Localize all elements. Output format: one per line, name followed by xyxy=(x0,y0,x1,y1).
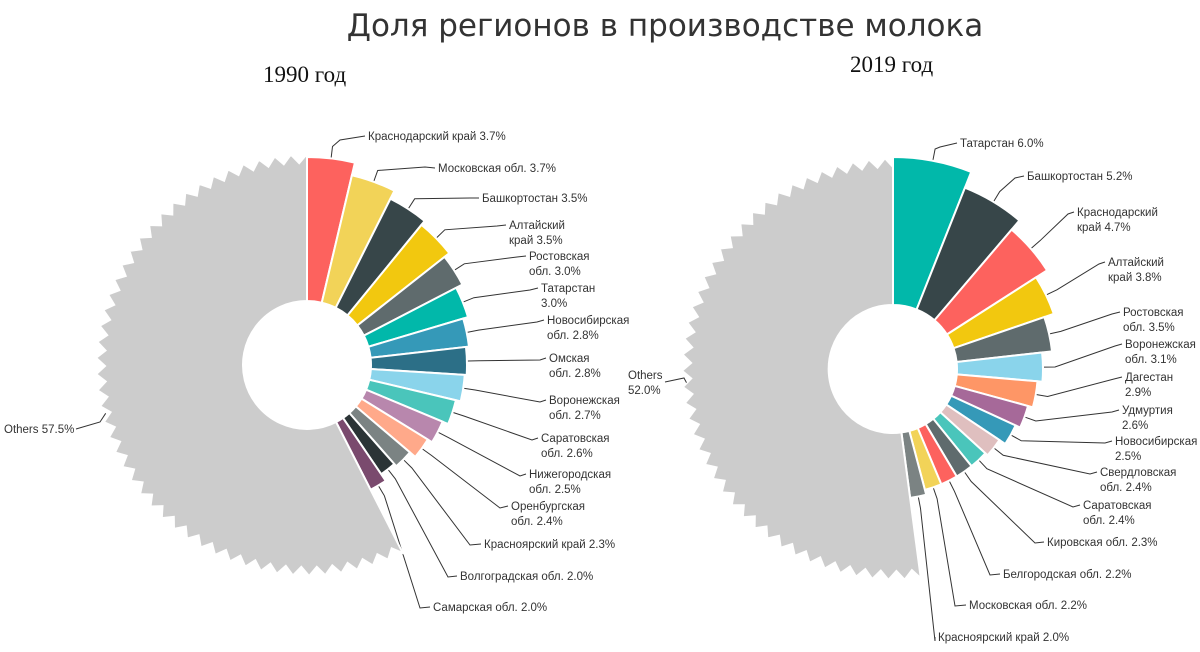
data-label-others: Others 57.5% xyxy=(4,424,74,436)
leader-line-others xyxy=(75,413,107,430)
leader-line-новосибирская-обл xyxy=(467,319,545,333)
leader-line-волгоградская-обл xyxy=(388,469,458,578)
data-label-краснодарский-край: Краснодарский край 4.7% xyxy=(1077,207,1158,234)
leader-line-татарстан xyxy=(463,287,539,303)
data-label-удмуртия: Удмуртия 2.6% xyxy=(1122,405,1173,432)
leader-line-саратовская-обл xyxy=(453,412,539,441)
leader-line-алтайский-край xyxy=(1046,261,1106,296)
data-label-оренбургская-обл: Оренбургская обл. 2.4% xyxy=(511,501,585,528)
data-label-воронежская-обл: Воронежская обл. 3.1% xyxy=(1125,339,1196,366)
data-label-кировская-обл: Кировская обл. 2.3% xyxy=(1047,537,1158,549)
pie-slice-башкортостан[interactable] xyxy=(915,186,1021,322)
leader-line-свердловская-обл xyxy=(994,448,1098,475)
data-label-татарстан: Татарстан 3.0% xyxy=(541,283,595,310)
data-label-московская-обл: Московская обл. 3.7% xyxy=(438,163,556,175)
pie-chart-2019: Татарстан 6.0% Башкортостан 5.2% Краснодар… xyxy=(628,138,1197,644)
leader-line-башкортостан xyxy=(408,197,479,209)
data-label-алтайский-край: Алтайский край 3.8% xyxy=(1108,257,1164,284)
leader-line-московская-обл xyxy=(933,488,967,607)
leader-line-московская-обл xyxy=(373,166,436,181)
leader-line-белгородская-обл xyxy=(949,481,1001,576)
leader-line-нижегородская-обл xyxy=(438,432,527,477)
leader-line-новосибирская xyxy=(1011,434,1113,444)
data-label-нижегородская-обл: Нижегородская обл. 2.5% xyxy=(529,469,611,496)
chart-title-1990: 1990 год xyxy=(263,62,347,87)
data-label-свердловская-обл: Свердловская обл. 2.4% xyxy=(1100,467,1176,494)
leader-line-оренбургская-обл xyxy=(422,448,509,509)
data-label-краснодарский-край: Краснодарский край 3.7% xyxy=(368,131,506,143)
leader-line-удмуртия xyxy=(1025,409,1120,422)
chart-title-2019: 2019 год xyxy=(850,52,934,77)
leader-line-краснодарский-край xyxy=(1031,211,1075,249)
pie-slice-others[interactable] xyxy=(680,156,923,582)
page-title: Доля регионов в производстве молока xyxy=(346,8,984,44)
data-label-московская-обл: Московская обл. 2.2% xyxy=(969,600,1087,612)
leader-line-ростовская-обл xyxy=(1049,311,1121,335)
data-label-омская-обл: Омская обл. 2.8% xyxy=(549,353,601,380)
data-label-башкортостан: Башкортостан 3.5% xyxy=(482,193,587,205)
leader-line-ростовская-обл xyxy=(454,255,527,271)
leader-line-башкортостан xyxy=(993,175,1025,202)
data-label-самарская-обл: Самарская обл. 2.0% xyxy=(433,602,547,614)
data-label-башкортостан: Башкортостан 5.2% xyxy=(1027,171,1132,183)
data-label-ростовская-обл: Ростовская обл. 3.5% xyxy=(1123,307,1183,334)
leader-line-саратовская-обл xyxy=(979,460,1081,508)
pie-slice-татарстан[interactable] xyxy=(892,155,973,311)
leader-line-воронежская-обл xyxy=(464,387,547,403)
leader-line-others xyxy=(664,377,687,383)
pie-chart-1990: Краснодарский край 3.7% Московская обл. 3… xyxy=(4,131,629,614)
data-label-новосибирская-обл: Новосибирская обл. 2.8% xyxy=(547,315,629,342)
data-label-татарстан: Татарстан 6.0% xyxy=(960,138,1044,150)
data-label-красноярский-край: Красноярский край 2.0% xyxy=(938,632,1069,644)
data-label-новосибирская: Новосибирская 2.5% xyxy=(1115,436,1197,463)
leader-line-красноярский-край xyxy=(403,459,482,546)
pie-slice-others[interactable] xyxy=(94,151,405,578)
leader-line-кировская-обл xyxy=(964,472,1045,544)
leader-line-омская-обл xyxy=(467,357,547,362)
data-label-воронежская-обл: Воронежская обл. 2.7% xyxy=(549,395,620,422)
data-label-ростовская-обл: Ростовская обл. 3.0% xyxy=(529,251,589,278)
data-label-алтайский-край: Алтайский край 3.5% xyxy=(509,220,565,247)
data-label-саратовская-обл: Саратовская обл. 2.4% xyxy=(1083,500,1152,527)
data-label-дагестан: Дагестан 2.9% xyxy=(1125,372,1173,399)
data-label-саратовская-обл: Саратовская обл. 2.6% xyxy=(541,433,610,460)
data-label-красноярский-край: Красноярский край 2.3% xyxy=(484,539,615,551)
data-label-others: Others 52.0% xyxy=(628,370,663,397)
data-label-белгородская-обл: Белгородская обл. 2.2% xyxy=(1003,569,1132,581)
leader-line-краснодарский-край xyxy=(330,135,366,158)
leader-line-воронежская-обл xyxy=(1043,343,1123,368)
leader-line-татарстан xyxy=(932,142,958,160)
leader-line-дагестан xyxy=(1036,376,1123,398)
leader-line-алтайский-край xyxy=(436,224,507,238)
leader-line-красноярский-край xyxy=(917,497,936,642)
data-label-волгоградская-обл: Волгоградская обл. 2.0% xyxy=(460,571,593,583)
